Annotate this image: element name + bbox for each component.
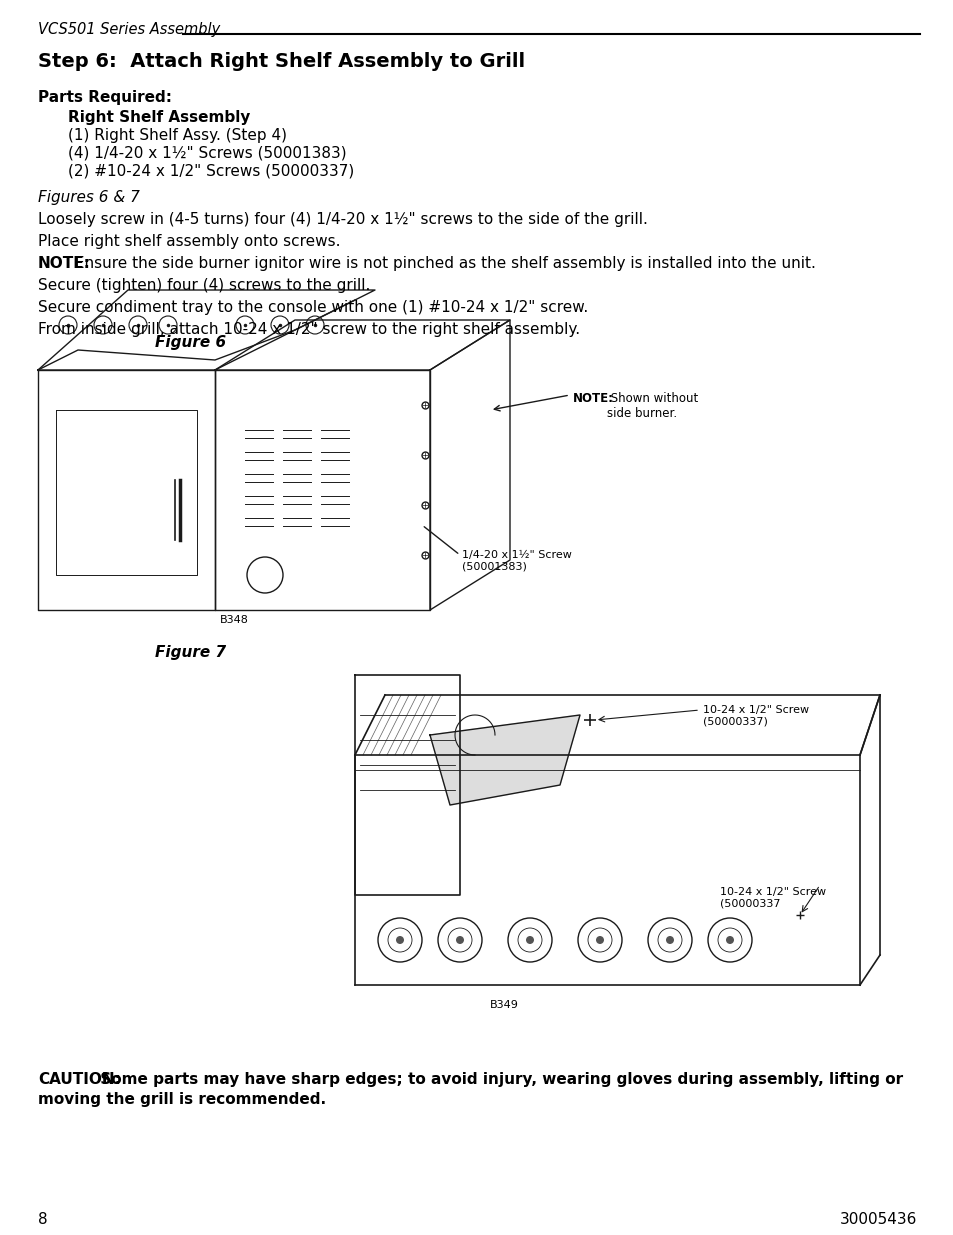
Text: 1/4-20 x 1½" Screw
(50001383): 1/4-20 x 1½" Screw (50001383) — [461, 550, 571, 572]
Text: 30005436: 30005436 — [840, 1212, 917, 1228]
Text: Secure (tighten) four (4) screws to the grill.: Secure (tighten) four (4) screws to the … — [38, 278, 370, 293]
Text: B348: B348 — [220, 615, 249, 625]
Text: Figure 7: Figure 7 — [154, 645, 226, 659]
Circle shape — [665, 936, 673, 944]
Text: Step 6:  Attach Right Shelf Assembly to Grill: Step 6: Attach Right Shelf Assembly to G… — [38, 52, 524, 70]
Text: 10-24 x 1/2" Screw
(50000337: 10-24 x 1/2" Screw (50000337 — [720, 887, 825, 909]
Text: Some parts may have sharp edges; to avoid injury, wearing gloves during assembly: Some parts may have sharp edges; to avoi… — [95, 1072, 902, 1087]
Text: Figures 6 & 7: Figures 6 & 7 — [38, 190, 140, 205]
Text: 8: 8 — [38, 1212, 48, 1228]
Text: (1) Right Shelf Assy. (Step 4): (1) Right Shelf Assy. (Step 4) — [68, 128, 287, 143]
Text: CAUTION:: CAUTION: — [38, 1072, 121, 1087]
Text: Shown without
side burner.: Shown without side burner. — [606, 391, 698, 420]
Text: NOTE:: NOTE: — [38, 256, 91, 270]
Text: Ensure the side burner ignitor wire is not pinched as the shelf assembly is inst: Ensure the side burner ignitor wire is n… — [71, 256, 816, 270]
Text: B349: B349 — [490, 1000, 518, 1010]
Text: (2) #10-24 x 1/2" Screws (50000337): (2) #10-24 x 1/2" Screws (50000337) — [68, 164, 354, 179]
Text: moving the grill is recommended.: moving the grill is recommended. — [38, 1092, 326, 1107]
Text: 10-24 x 1/2" Screw
(50000337): 10-24 x 1/2" Screw (50000337) — [702, 705, 808, 726]
Text: From inside grill, attach 10-24 x 1/2" screw to the right shelf assembly.: From inside grill, attach 10-24 x 1/2" s… — [38, 322, 579, 337]
Circle shape — [395, 936, 403, 944]
Text: Loosely screw in (4-5 turns) four (4) 1/4-20 x 1½" screws to the side of the gri: Loosely screw in (4-5 turns) four (4) 1/… — [38, 212, 647, 227]
Text: NOTE:: NOTE: — [573, 391, 614, 405]
Text: VCS501 Series Assembly: VCS501 Series Assembly — [38, 22, 220, 37]
Text: (4) 1/4-20 x 1½" Screws (50001383): (4) 1/4-20 x 1½" Screws (50001383) — [68, 146, 346, 161]
Circle shape — [456, 936, 463, 944]
Text: Right Shelf Assembly: Right Shelf Assembly — [68, 110, 250, 125]
Text: Figure 6: Figure 6 — [154, 335, 226, 350]
Polygon shape — [430, 715, 579, 805]
Text: Secure condiment tray to the console with one (1) #10-24 x 1/2" screw.: Secure condiment tray to the console wit… — [38, 300, 588, 315]
Circle shape — [596, 936, 603, 944]
Text: Parts Required:: Parts Required: — [38, 90, 172, 105]
Circle shape — [525, 936, 534, 944]
Text: Place right shelf assembly onto screws.: Place right shelf assembly onto screws. — [38, 233, 340, 249]
Circle shape — [725, 936, 733, 944]
